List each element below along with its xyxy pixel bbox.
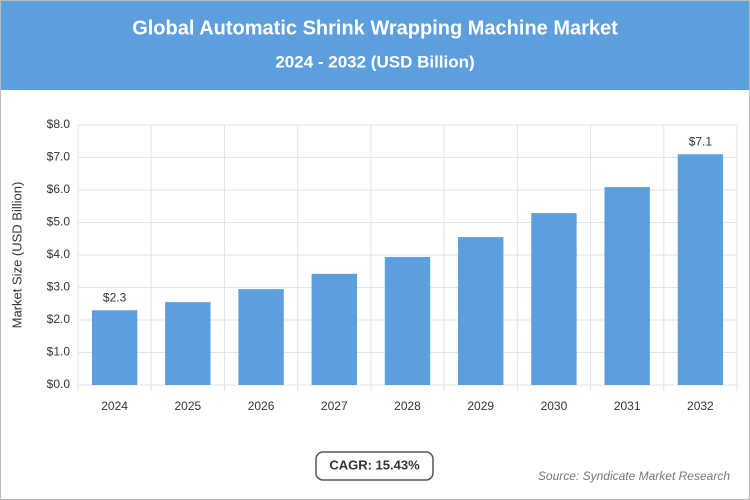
bar (165, 302, 211, 385)
x-tick-label: 2032 (687, 399, 714, 413)
bar (531, 213, 577, 385)
y-tick-label: $3.0 (47, 280, 71, 294)
header (1, 1, 749, 90)
value-label: $2.3 (103, 290, 127, 304)
bar (91, 310, 138, 385)
cagr-box (315, 451, 434, 481)
x-tick-label: 2025 (174, 399, 201, 413)
bar (384, 256, 431, 385)
y-tick-label: $7.0 (47, 150, 71, 164)
value-label: $7.1 (689, 134, 713, 148)
y-tick-label: $4.0 (47, 247, 71, 261)
bar (458, 237, 504, 385)
chart-subtitle: 2024 - 2032 (USD Billion) (275, 52, 474, 71)
x-tick-label: 2028 (394, 399, 421, 413)
y-tick-label: $0.0 (47, 377, 71, 391)
bar (604, 187, 650, 385)
bar (238, 289, 284, 385)
x-tick-label: 2026 (248, 399, 275, 413)
source-note: Source: Syndicate Market Research (538, 469, 730, 483)
bar (311, 273, 357, 385)
x-tick-label: 2024 (101, 399, 128, 413)
cagr-label: CAGR: 15.43% (329, 457, 420, 472)
y-axis-label: Market Size (USD Billion) (9, 182, 24, 329)
x-tick-label: 2031 (614, 399, 641, 413)
chart-title: Global Automatic Shrink Wrapping Machine… (132, 17, 618, 39)
y-tick-label: $1.0 (47, 345, 71, 359)
x-tick-label: 2027 (321, 399, 348, 413)
x-tick-label: 2029 (467, 399, 494, 413)
x-tick-label: 2030 (541, 399, 568, 413)
y-tick-label: $8.0 (47, 117, 71, 131)
y-tick-label: $6.0 (47, 182, 71, 196)
y-tick-label: $5.0 (47, 215, 71, 229)
y-tick-label: $2.0 (47, 312, 71, 326)
bar (677, 154, 724, 385)
